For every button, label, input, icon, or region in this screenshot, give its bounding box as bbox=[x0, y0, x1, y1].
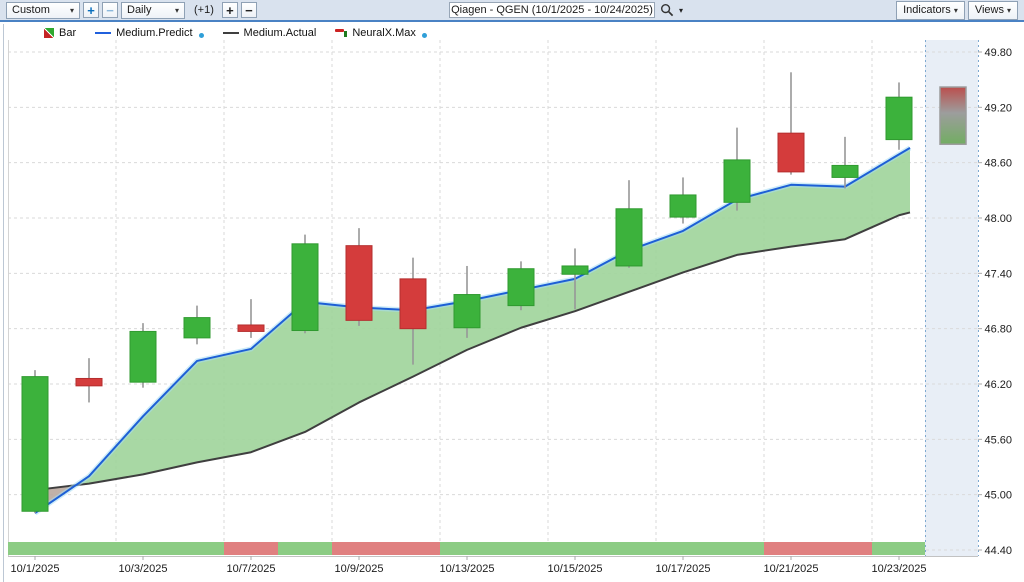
candlestick[interactable] bbox=[183, 317, 211, 339]
prediction-band-fill bbox=[75, 147, 911, 486]
medium-actual-line bbox=[34, 211, 911, 492]
signal-strip-segment bbox=[764, 542, 818, 555]
y-axis-label: 45.60 bbox=[984, 434, 1012, 446]
medium-predict-line bbox=[34, 147, 911, 514]
signal-strip-segment bbox=[548, 542, 602, 555]
indicators-button[interactable]: Indicators ▾ bbox=[896, 0, 965, 20]
y-axis-label: 46.80 bbox=[984, 324, 1012, 336]
x-axis-label: 10/3/2025 bbox=[119, 563, 168, 575]
candlestick[interactable] bbox=[345, 245, 373, 321]
x-axis-label: 10/7/2025 bbox=[227, 563, 276, 575]
chevron-down-icon: ▾ bbox=[953, 5, 958, 15]
period-select-value: Daily bbox=[127, 4, 152, 16]
signal-strip-segment bbox=[170, 542, 224, 555]
signal-strip-segment bbox=[872, 542, 925, 555]
y-axis-label: 48.00 bbox=[984, 213, 1012, 225]
legend-item-medium-actual[interactable]: Medium.Actual bbox=[222, 27, 317, 39]
views-button[interactable]: Views ▾ bbox=[967, 0, 1018, 20]
candlestick[interactable] bbox=[777, 132, 805, 173]
candlestick[interactable] bbox=[399, 278, 427, 330]
candlestick[interactable] bbox=[561, 265, 589, 275]
signal-strip-segment bbox=[224, 542, 278, 555]
toolbar-right-group: Indicators ▾ Views ▾ bbox=[896, 0, 1018, 20]
candlestick[interactable] bbox=[453, 294, 481, 329]
period-minus-button[interactable]: − bbox=[240, 2, 257, 18]
x-axis-label: 10/1/2025 bbox=[11, 563, 60, 575]
candlestick[interactable] bbox=[507, 268, 535, 307]
chevron-down-icon: ▾ bbox=[1006, 5, 1011, 15]
y-axis-label: 48.60 bbox=[984, 158, 1012, 170]
signal-strip-segment bbox=[62, 542, 116, 555]
y-axis-label: 49.80 bbox=[984, 47, 1012, 59]
search-icon[interactable] bbox=[660, 3, 674, 17]
signal-strip-segment bbox=[818, 542, 872, 555]
signal-strip-segment bbox=[386, 542, 440, 555]
signal-strip-segment bbox=[710, 542, 764, 555]
legend-item-bar[interactable]: Bar bbox=[44, 27, 76, 39]
period-plus-button[interactable]: + bbox=[221, 2, 238, 18]
chart-legend: Bar Medium.Predict Medium.Actual NeuralX… bbox=[44, 27, 427, 39]
y-axis-label: 47.40 bbox=[984, 268, 1012, 280]
range-zoom-in-button[interactable]: + bbox=[83, 2, 99, 18]
candlestick[interactable] bbox=[237, 324, 265, 332]
signal-strip-segment bbox=[332, 542, 386, 555]
y-axis-label: 46.20 bbox=[984, 379, 1012, 391]
views-button-label: Views bbox=[974, 4, 1004, 16]
chevron-down-icon: ▾ bbox=[174, 5, 179, 15]
legend-label: NeuralX.Max bbox=[352, 27, 416, 39]
legend-item-neuralx-max[interactable]: NeuralX.Max bbox=[335, 27, 427, 39]
x-axis-label: 10/23/2025 bbox=[871, 563, 926, 575]
candlestick[interactable] bbox=[615, 208, 643, 267]
period-select[interactable]: Daily ▾ bbox=[121, 1, 185, 19]
range-select-value: Custom bbox=[12, 4, 50, 16]
signal-strip-segment bbox=[8, 542, 62, 555]
candlestick[interactable] bbox=[885, 96, 913, 141]
y-axis-label: 44.40 bbox=[984, 545, 1012, 557]
candlestick[interactable] bbox=[831, 164, 859, 178]
y-axis-label: 45.00 bbox=[984, 490, 1012, 502]
legend-label: Bar bbox=[59, 27, 77, 39]
series-options-dot-icon[interactable] bbox=[421, 33, 427, 38]
symbol-title-input[interactable]: Qiagen - QGEN (10/1/2025 - 10/24/2025) bbox=[449, 2, 655, 18]
x-axis-label: 10/9/2025 bbox=[335, 563, 384, 575]
legend-label: Medium.Predict bbox=[116, 27, 193, 39]
toolbar-left-group: Custom ▾ + − Daily ▾ (+1) + − bbox=[6, 1, 257, 19]
bar-series-icon bbox=[44, 28, 54, 38]
range-select[interactable]: Custom ▾ bbox=[6, 1, 80, 19]
x-axis-label: 10/15/2025 bbox=[547, 563, 602, 575]
range-zoom-out-button[interactable]: − bbox=[102, 2, 118, 18]
signal-strip-segment bbox=[494, 542, 548, 555]
x-axis-label: 10/17/2025 bbox=[655, 563, 710, 575]
x-axis-label: 10/13/2025 bbox=[439, 563, 494, 575]
search-dropdown-caret-icon[interactable]: ▾ bbox=[679, 5, 684, 15]
legend-item-medium-predict[interactable]: Medium.Predict bbox=[95, 27, 204, 39]
signal-strip-segment bbox=[116, 542, 170, 555]
signal-strip-segment bbox=[278, 542, 332, 555]
candlestick[interactable] bbox=[21, 376, 49, 512]
x-axis-label: 10/21/2025 bbox=[763, 563, 818, 575]
candlestick[interactable] bbox=[723, 159, 751, 203]
toolbar-center-group: Qiagen - QGEN (10/1/2025 - 10/24/2025) ▾ bbox=[449, 2, 683, 18]
candlestick[interactable] bbox=[291, 243, 319, 332]
legend-label: Medium.Actual bbox=[243, 27, 317, 39]
neuralx-series-icon bbox=[335, 28, 348, 38]
series-options-dot-icon[interactable] bbox=[198, 33, 204, 38]
candlestick[interactable] bbox=[129, 330, 157, 383]
actual-line-icon bbox=[222, 32, 239, 34]
y-axis-label: 49.20 bbox=[984, 102, 1012, 114]
offset-label: (+1) bbox=[194, 4, 214, 16]
toolbar: Custom ▾ + − Daily ▾ (+1) + − Qiagen - Q… bbox=[0, 0, 1024, 22]
candlestick[interactable] bbox=[75, 377, 103, 387]
indicators-button-label: Indicators bbox=[903, 4, 951, 16]
signal-strip-segment bbox=[656, 542, 710, 555]
signal-strip-segment bbox=[602, 542, 656, 555]
signal-strip-segment bbox=[440, 542, 494, 555]
neuralx-max-bar[interactable] bbox=[939, 86, 967, 145]
predict-line-icon bbox=[95, 32, 112, 34]
candlestick[interactable] bbox=[669, 194, 697, 218]
chevron-down-icon: ▾ bbox=[69, 5, 74, 15]
